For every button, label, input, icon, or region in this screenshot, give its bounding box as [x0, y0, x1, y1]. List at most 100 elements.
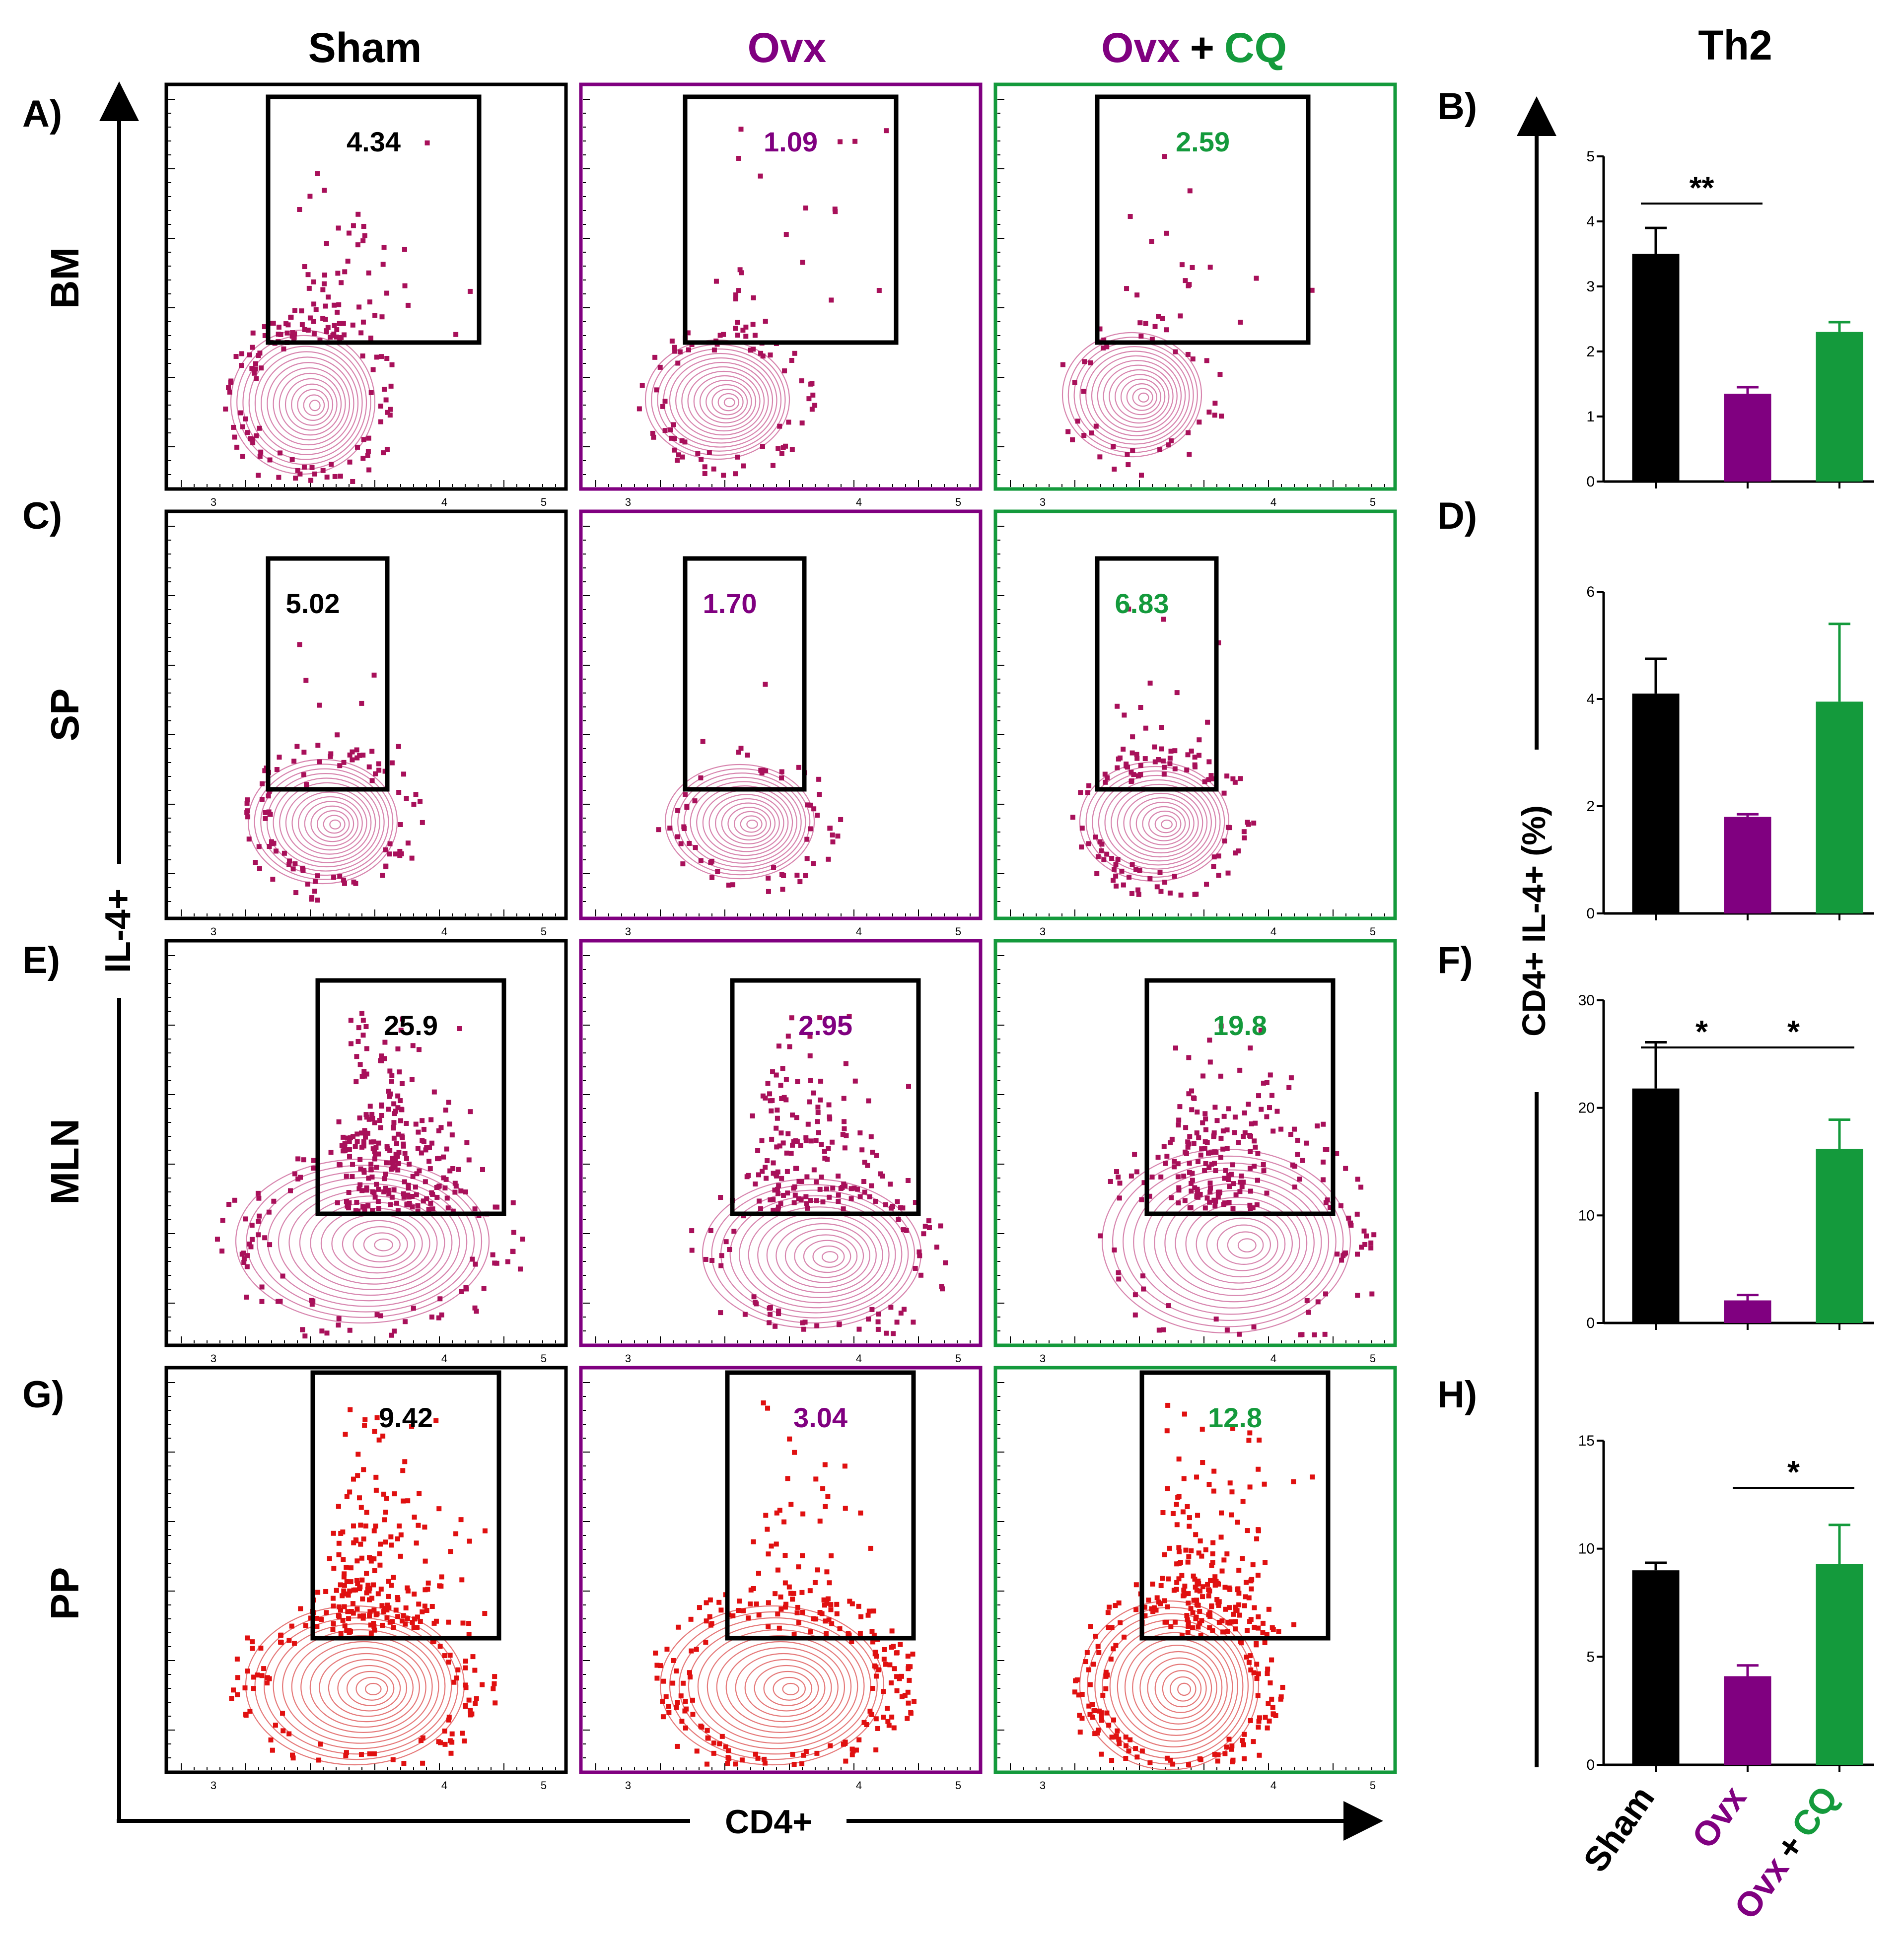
event-dot	[1264, 1632, 1269, 1637]
event-dot	[436, 1156, 442, 1161]
contour-ring	[659, 1605, 885, 1766]
event-dot	[321, 281, 327, 286]
event-dot	[262, 1235, 268, 1241]
event-dot	[397, 1523, 402, 1529]
event-dot	[287, 858, 292, 864]
event-dot	[1147, 1193, 1152, 1199]
event-dot	[675, 360, 681, 366]
event-dot	[1174, 1580, 1180, 1585]
event-dot	[1124, 762, 1129, 767]
event-dot	[1172, 1159, 1177, 1164]
event-dot	[1251, 1739, 1256, 1744]
event-dot	[1065, 429, 1071, 434]
event-dot	[823, 1504, 828, 1509]
event-dot	[894, 1688, 900, 1693]
event-dot	[370, 367, 376, 372]
event-dot	[1079, 1692, 1085, 1697]
event-dot	[403, 1621, 408, 1627]
event-dot	[438, 1125, 444, 1130]
event-dot	[888, 1182, 893, 1187]
event-dot	[1255, 1693, 1261, 1698]
x-tick-label: 4	[441, 925, 447, 938]
event-dot	[1198, 1538, 1203, 1544]
event-dot	[826, 856, 831, 862]
event-dot	[709, 1621, 714, 1626]
event-dot	[1224, 773, 1230, 779]
event-dot	[468, 1109, 473, 1114]
event-dot	[828, 1743, 833, 1748]
event-dot	[284, 330, 290, 336]
event-dot	[703, 1256, 708, 1262]
event-dot	[675, 834, 680, 839]
event-dot	[816, 1130, 821, 1135]
event-dot	[1247, 1202, 1253, 1208]
event-dot	[818, 1078, 824, 1084]
event-dot	[354, 1199, 359, 1205]
event-dot	[1261, 1162, 1266, 1167]
event-dot	[466, 1632, 472, 1637]
event-dot	[1183, 278, 1188, 283]
event-dot	[737, 267, 743, 273]
event-dot	[1179, 262, 1185, 268]
x-tick-label: 3	[211, 496, 216, 508]
event-dot	[783, 1601, 789, 1607]
cd4-axis-label: CD4+	[725, 1803, 812, 1841]
event-dot	[1160, 1510, 1166, 1516]
event-dot	[1128, 1173, 1134, 1179]
event-dot	[694, 1748, 700, 1754]
event-dot	[387, 1094, 392, 1099]
event-dot	[377, 1551, 382, 1557]
event-dot	[1103, 779, 1108, 785]
event-dot	[906, 1666, 911, 1671]
event-dot	[372, 1429, 377, 1434]
event-dot	[1196, 1581, 1201, 1587]
event-dot	[395, 1208, 401, 1213]
event-dot	[792, 350, 797, 356]
event-dot	[1155, 1155, 1161, 1160]
event-dot	[357, 1062, 363, 1067]
event-dot	[330, 1627, 336, 1632]
event-dot	[1197, 1608, 1202, 1614]
event-dot	[825, 1494, 831, 1499]
event-dot	[1194, 1602, 1199, 1607]
event-dot	[822, 1156, 828, 1161]
event-dot	[803, 1135, 809, 1140]
event-dot	[1248, 1206, 1253, 1211]
event-dot	[250, 345, 255, 350]
event-dot	[885, 1719, 891, 1724]
event-dot	[286, 1731, 292, 1737]
event-dot	[808, 1198, 813, 1203]
event-dot	[776, 1308, 781, 1314]
event-dot	[312, 471, 317, 477]
event-dot	[348, 1407, 353, 1412]
event-dot	[1323, 1200, 1329, 1205]
event-dot	[1341, 1251, 1347, 1257]
x-tick-label: 3	[625, 496, 631, 508]
event-dot	[378, 1313, 383, 1319]
event-dot	[784, 1150, 789, 1156]
event-dot	[1299, 1332, 1305, 1337]
x-tick-label: 5	[1370, 1352, 1376, 1365]
event-dot	[1232, 1114, 1238, 1120]
event-dot	[782, 368, 787, 374]
event-dot	[1108, 1179, 1113, 1184]
event-dot	[252, 370, 257, 376]
event-dot	[1077, 1713, 1082, 1718]
event-dot	[1212, 1751, 1217, 1757]
event-dot	[817, 792, 822, 797]
event-dot	[1112, 866, 1117, 872]
event-dot	[1187, 1205, 1193, 1211]
event-dot	[235, 1675, 240, 1680]
event-dot	[405, 1498, 411, 1504]
event-dot	[389, 1583, 394, 1588]
event-dot	[376, 1186, 381, 1192]
event-dot	[1212, 1574, 1218, 1580]
contour-ring	[1079, 1600, 1260, 1771]
event-dot	[344, 1628, 350, 1633]
event-dot	[664, 1647, 670, 1652]
event-dot	[368, 336, 373, 341]
event-dot	[1158, 1583, 1164, 1589]
event-dot	[799, 1179, 804, 1184]
event-dot	[331, 1621, 336, 1626]
event-dot	[386, 1579, 391, 1584]
